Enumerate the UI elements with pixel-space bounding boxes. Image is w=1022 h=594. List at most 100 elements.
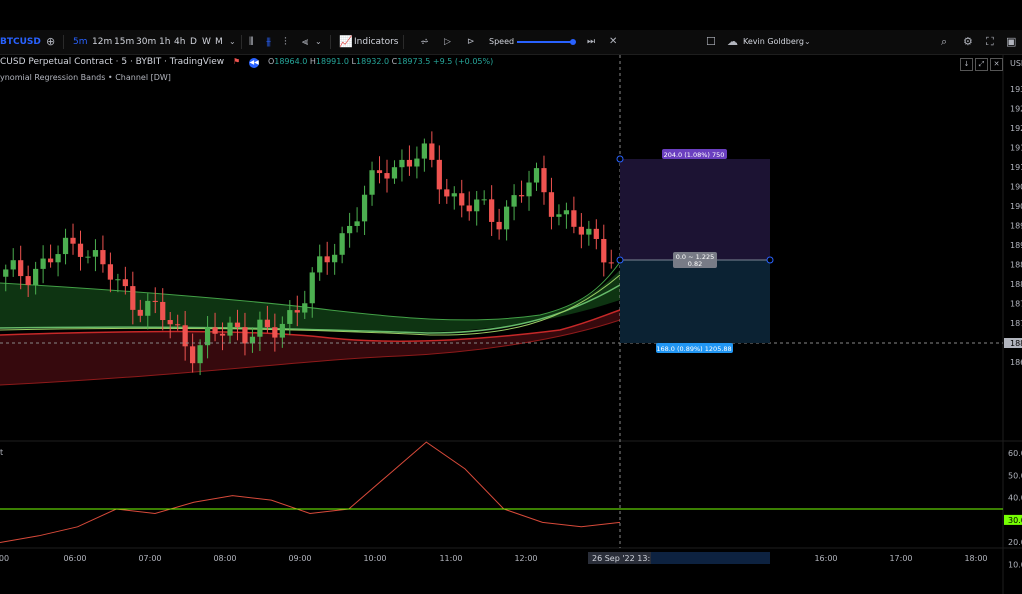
indicators-button[interactable]: Indicators xyxy=(354,37,399,47)
oscillator-tick-label: 60.0 xyxy=(1008,449,1022,458)
target-zone xyxy=(620,159,770,260)
time-tick-label: 09:00 xyxy=(288,554,311,563)
red-flag-icon[interactable]: ⚑ xyxy=(233,57,241,66)
interval-15m[interactable]: 15m xyxy=(114,37,135,47)
high-key: H xyxy=(309,57,316,66)
candle-body xyxy=(556,214,562,217)
bar-style-icon[interactable]: ⫴ xyxy=(249,35,254,48)
compare-add-icon[interactable]: ⊕ xyxy=(46,35,56,48)
lower-band-fill xyxy=(0,310,620,385)
candle-body xyxy=(317,256,323,273)
candle-style-icon[interactable]: ⫵ xyxy=(266,35,272,48)
candle-body xyxy=(548,192,555,217)
candle-body xyxy=(18,260,24,277)
candle-body xyxy=(361,194,368,222)
candle-body xyxy=(264,319,271,328)
candle-body xyxy=(40,258,46,269)
indicators-icon[interactable]: 📈 xyxy=(339,35,353,48)
candle-body xyxy=(451,193,457,197)
symbol-search[interactable]: BTCUSD xyxy=(0,37,41,47)
price-tick-label: 186 xyxy=(1010,358,1022,367)
symbol-title[interactable]: CUSD Perpetual Contract · 5 · BYBIT · Tr… xyxy=(0,57,225,67)
candle-body xyxy=(309,272,315,304)
oscillator-pane xyxy=(0,441,621,543)
price-tick-label: 187 xyxy=(1010,300,1022,309)
time-tick-label: 12:00 xyxy=(514,554,537,563)
change-value: +9.5 (+0.05%) xyxy=(432,57,494,66)
candle-body xyxy=(421,143,427,159)
interval-30m[interactable]: 30m xyxy=(136,37,157,47)
oscillator-tick-label: 20.0 xyxy=(1008,538,1022,547)
low-value: 18932.0 xyxy=(356,57,390,66)
candle-body xyxy=(137,309,143,316)
candle-body xyxy=(234,322,241,328)
interval-1h[interactable]: 1h xyxy=(159,37,171,47)
long-position-tool[interactable]: 204.0 (1.08%) 750 0.0 ~ 1.225 0.82 168.0… xyxy=(616,149,774,353)
chart-legend: CUSD Perpetual Contract · 5 · BYBIT · Tr… xyxy=(0,57,493,68)
chart-type-dropdown-icon[interactable]: ⌄ xyxy=(315,37,322,46)
candle-body xyxy=(339,233,345,255)
candle-body xyxy=(332,254,338,263)
interval-4h[interactable]: 4h xyxy=(174,37,186,47)
candle-body xyxy=(197,345,203,364)
user-name[interactable]: Kevin Goldberg xyxy=(743,37,804,46)
oscillator-tick-label: 10.0 xyxy=(1008,561,1022,570)
time-cursor-label: 26 Sep '22 13:15 xyxy=(592,554,660,563)
candle-body xyxy=(3,269,9,277)
candle-body xyxy=(511,195,517,207)
candle-body xyxy=(503,206,510,230)
red-band-line xyxy=(0,309,621,343)
cloud-icon[interactable]: ☁ xyxy=(727,35,738,48)
time-tick-label: 16:00 xyxy=(814,554,837,563)
user-dropdown-icon[interactable]: ⌄ xyxy=(804,37,811,46)
candle-body xyxy=(219,333,226,336)
stop-label: 168.0 (0.89%) 1205.88 xyxy=(656,345,731,353)
close-replay-icon[interactable]: ✕ xyxy=(609,36,618,47)
interval-m[interactable]: M xyxy=(215,37,223,47)
price-tick-label: 188 xyxy=(1010,261,1022,270)
current-price-label: 188 xyxy=(1010,339,1022,348)
candle-body xyxy=(518,195,525,197)
candle-body xyxy=(399,159,405,168)
interval-d[interactable]: D xyxy=(190,37,197,47)
chart-type-icon[interactable]: ⫷ xyxy=(302,35,309,48)
speed-slider[interactable] xyxy=(517,41,573,43)
candle-body xyxy=(586,228,592,235)
candlestick-series xyxy=(3,131,614,376)
step-forward-icon[interactable]: ⊳ xyxy=(467,37,475,47)
play-icon[interactable]: ▷ xyxy=(444,37,451,47)
replay-icon[interactable]: ⩫ xyxy=(420,35,430,48)
upper-band-line xyxy=(0,261,621,321)
interval-5m[interactable]: 5m xyxy=(73,37,88,47)
jump-to-realtime-icon[interactable]: ⏭ xyxy=(587,37,596,47)
interval-w[interactable]: W xyxy=(202,37,211,47)
fullscreen-icon[interactable]: ⛶ xyxy=(986,35,994,48)
settings-gear-icon[interactable]: ⚙ xyxy=(963,35,973,48)
upper-band-fill xyxy=(0,270,620,332)
price-axis[interactable]: 193 192 192 191 191 190 190 189 189 188 188 187 187 1… xyxy=(1010,85,1022,367)
indicator-legend[interactable]: ynomial Regression Bands • Channel [DW] xyxy=(0,73,171,82)
move-down-icon[interactable]: ↓ xyxy=(960,58,973,71)
target-label: 204.0 (1.08%) 750 xyxy=(664,151,725,159)
search-icon[interactable]: ⌕ xyxy=(941,35,948,48)
time-tick-label: 17:00 xyxy=(889,554,912,563)
layout-icon[interactable]: ☐ xyxy=(706,35,716,48)
close-pane-icon[interactable]: ✕ xyxy=(990,58,1003,71)
interval-dropdown-icon[interactable]: ⌄ xyxy=(229,37,236,46)
price-tick-label: 187 xyxy=(1010,319,1022,328)
interval-12m[interactable]: 12m xyxy=(92,37,113,47)
candle-body xyxy=(115,279,121,281)
camera-icon[interactable]: ▣ xyxy=(1006,35,1017,48)
target-handle xyxy=(616,155,624,163)
price-tick-label: 189 xyxy=(1010,241,1022,250)
time-tick-label: 00 xyxy=(0,554,9,563)
maximize-pane-icon[interactable]: ⤢ xyxy=(975,58,988,71)
hollow-candle-icon[interactable]: ⫶ xyxy=(284,35,287,48)
speed-slider-handle[interactable] xyxy=(570,39,576,45)
oscillator-tick-label: 50.0 xyxy=(1008,471,1022,480)
candle-body xyxy=(533,168,540,183)
oscillator-tick-label: 40.0 xyxy=(1008,494,1022,503)
center-label-1: 0.0 ~ 1.225 xyxy=(676,253,715,261)
candle-body xyxy=(346,225,353,234)
